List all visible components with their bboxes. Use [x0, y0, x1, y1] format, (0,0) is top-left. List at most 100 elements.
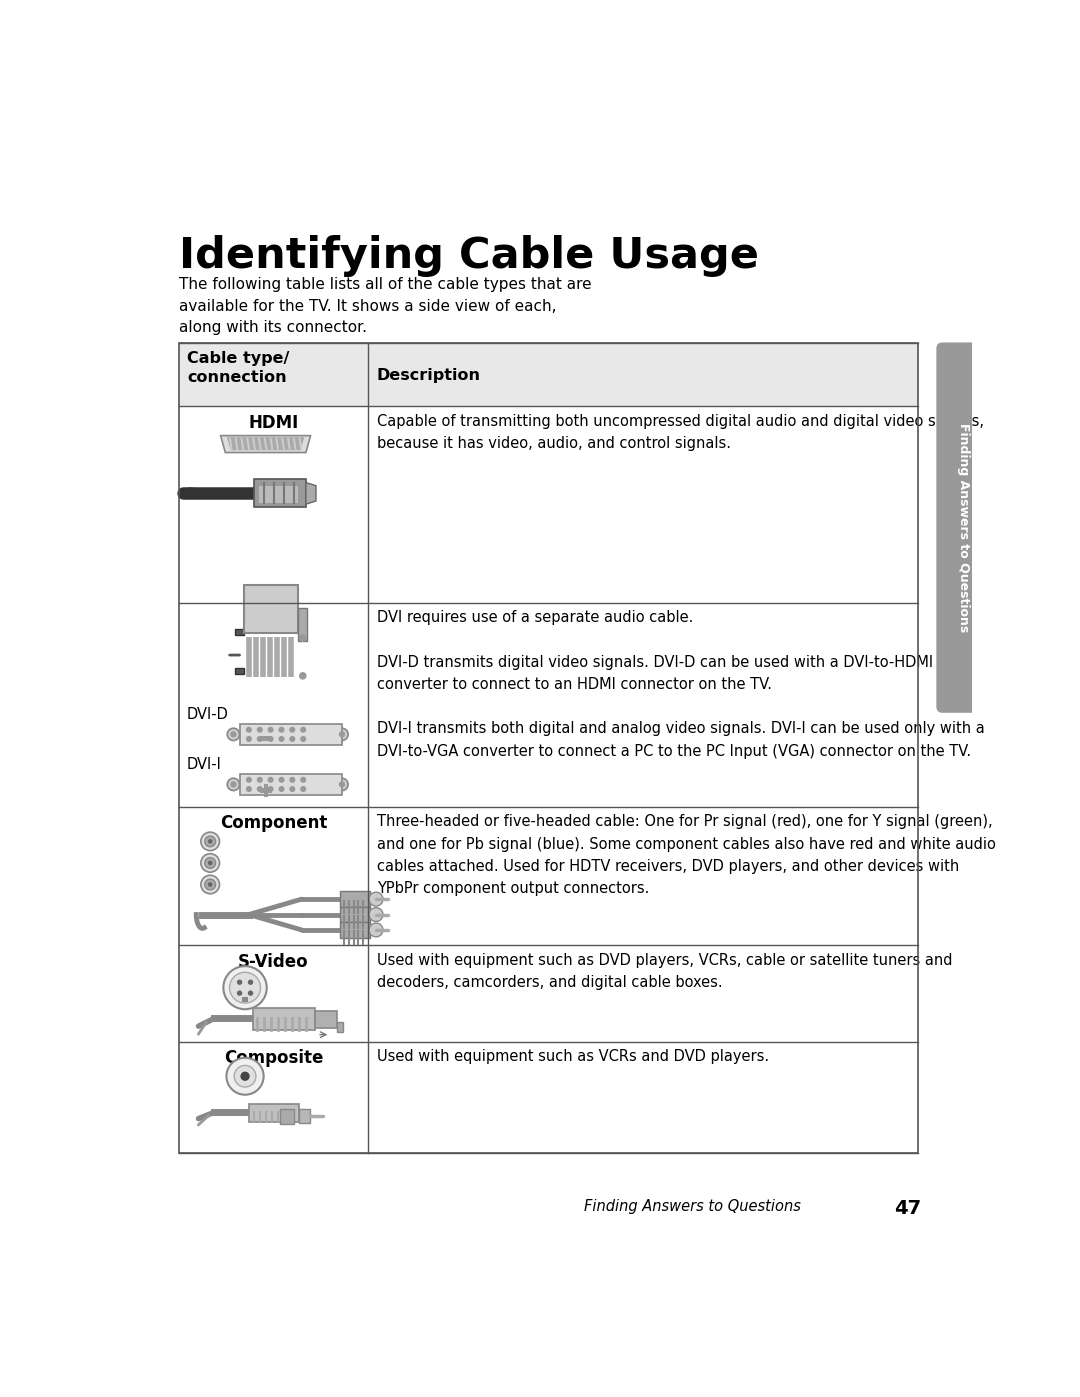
- Circle shape: [257, 787, 262, 791]
- Circle shape: [257, 728, 262, 732]
- Circle shape: [369, 908, 383, 922]
- Circle shape: [246, 736, 252, 742]
- Circle shape: [224, 967, 267, 1009]
- Text: Three-headed or five-headed cable: One for Pr signal (red), one for Y signal (gr: Three-headed or five-headed cable: One f…: [377, 814, 996, 895]
- Bar: [179, 344, 367, 407]
- Circle shape: [336, 728, 348, 740]
- Text: DVI-I: DVI-I: [187, 757, 221, 771]
- Text: Finding Answers to Questions: Finding Answers to Questions: [957, 423, 970, 633]
- Circle shape: [241, 1071, 249, 1081]
- Bar: [340, 922, 369, 937]
- Bar: [244, 585, 298, 633]
- Circle shape: [227, 778, 240, 791]
- Circle shape: [339, 731, 345, 738]
- Circle shape: [205, 835, 216, 847]
- Circle shape: [268, 778, 273, 782]
- Text: Finding Answers to Questions: Finding Answers to Questions: [584, 1200, 801, 1214]
- Circle shape: [247, 979, 253, 985]
- Circle shape: [291, 778, 295, 782]
- Circle shape: [268, 728, 273, 732]
- Bar: [298, 608, 308, 641]
- Bar: [340, 907, 369, 922]
- Circle shape: [291, 787, 295, 791]
- Polygon shape: [306, 482, 316, 504]
- Circle shape: [237, 979, 242, 985]
- Circle shape: [299, 636, 306, 641]
- Text: Cable type/
connection: Cable type/ connection: [187, 351, 289, 384]
- Text: HDMI: HDMI: [248, 414, 298, 432]
- Circle shape: [246, 787, 252, 791]
- Text: S-Video: S-Video: [238, 953, 309, 971]
- Circle shape: [301, 787, 306, 791]
- Bar: [253, 1009, 314, 1030]
- Circle shape: [279, 787, 284, 791]
- Text: Composite: Composite: [224, 1049, 323, 1067]
- Text: DVI-D: DVI-D: [187, 707, 229, 722]
- Circle shape: [227, 728, 240, 740]
- Circle shape: [257, 736, 262, 742]
- Text: Capable of transmitting both uncompressed digital audio and digital video signal: Capable of transmitting both uncompresse…: [377, 414, 984, 451]
- Text: DVI requires use of a separate audio cable.

DVI-D transmits digital video signa: DVI requires use of a separate audio cab…: [377, 610, 985, 759]
- Circle shape: [207, 882, 213, 887]
- Circle shape: [301, 728, 306, 732]
- Bar: [299, 1109, 310, 1123]
- Circle shape: [230, 972, 260, 1003]
- Circle shape: [230, 731, 237, 738]
- Bar: [240, 724, 342, 745]
- Text: Description: Description: [377, 367, 481, 383]
- Bar: [260, 788, 272, 793]
- Circle shape: [207, 840, 213, 844]
- Circle shape: [246, 778, 252, 782]
- Bar: [367, 344, 918, 407]
- Bar: [234, 668, 244, 675]
- Polygon shape: [254, 479, 306, 507]
- Text: Used with equipment such as DVD players, VCRs, cable or satellite tuners and
dec: Used with equipment such as DVD players,…: [377, 953, 953, 990]
- Circle shape: [201, 833, 219, 851]
- Circle shape: [234, 1066, 256, 1087]
- Bar: [248, 1104, 299, 1122]
- Circle shape: [207, 861, 213, 865]
- Bar: [260, 736, 271, 740]
- Bar: [340, 891, 369, 907]
- Circle shape: [291, 736, 295, 742]
- Circle shape: [230, 781, 237, 788]
- Bar: [240, 774, 342, 795]
- Bar: [234, 629, 244, 636]
- Bar: [179, 344, 918, 1154]
- Circle shape: [339, 781, 345, 788]
- Circle shape: [301, 778, 306, 782]
- Circle shape: [291, 728, 295, 732]
- Bar: [337, 1021, 342, 1032]
- Bar: [242, 997, 248, 1002]
- Circle shape: [336, 778, 348, 791]
- Circle shape: [205, 879, 216, 890]
- Circle shape: [205, 858, 216, 869]
- Circle shape: [279, 736, 284, 742]
- Circle shape: [279, 778, 284, 782]
- Bar: [280, 1109, 294, 1125]
- Circle shape: [369, 923, 383, 937]
- Circle shape: [227, 1058, 264, 1095]
- FancyBboxPatch shape: [936, 342, 991, 712]
- Circle shape: [237, 990, 242, 996]
- Text: Used with equipment such as VCRs and DVD players.: Used with equipment such as VCRs and DVD…: [377, 1049, 769, 1065]
- Circle shape: [257, 778, 262, 782]
- Circle shape: [268, 736, 273, 742]
- Circle shape: [201, 854, 219, 872]
- Circle shape: [247, 990, 253, 996]
- Polygon shape: [220, 436, 311, 453]
- Circle shape: [201, 876, 219, 894]
- Circle shape: [301, 736, 306, 742]
- Circle shape: [299, 673, 306, 679]
- Bar: [259, 486, 298, 503]
- Text: 47: 47: [894, 1200, 921, 1218]
- Bar: [264, 784, 268, 796]
- Text: DVI: DVI: [257, 610, 289, 629]
- Text: Identifying Cable Usage: Identifying Cable Usage: [179, 236, 759, 278]
- Circle shape: [369, 893, 383, 907]
- Text: The following table lists all of the cable types that are
available for the TV. : The following table lists all of the cab…: [179, 277, 592, 335]
- Circle shape: [246, 728, 252, 732]
- Bar: [314, 1011, 337, 1028]
- Polygon shape: [227, 437, 305, 450]
- Circle shape: [268, 787, 273, 791]
